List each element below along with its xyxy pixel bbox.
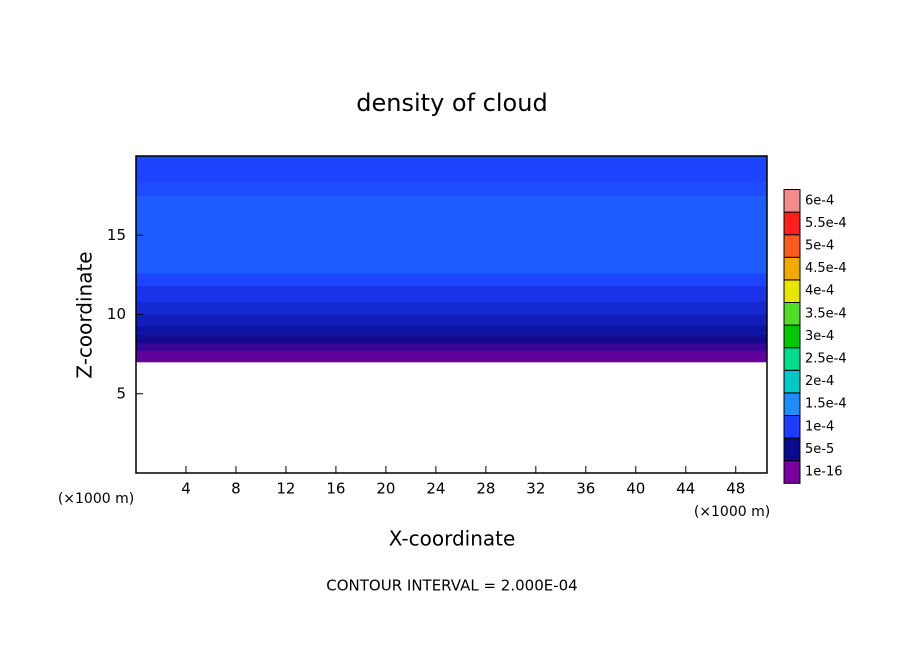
colorbar-label: 1.5e-4 <box>805 397 847 412</box>
colorbar-box <box>783 211 801 236</box>
colorbar-box <box>783 460 801 484</box>
footer: CONTOUR INTERVAL = 2.000E-04 <box>326 577 577 595</box>
contour-band <box>135 195 768 274</box>
x-tick-label: 44 <box>676 480 695 498</box>
x-tick-label: 40 <box>626 480 645 498</box>
colorbar-label: 3.5e-4 <box>805 306 847 321</box>
y-tick-label: 15 <box>107 226 126 244</box>
colorbar-box <box>783 256 801 281</box>
contour-band <box>135 350 768 363</box>
colorbar-box <box>783 347 801 371</box>
x-unit: (×1000 m) <box>58 491 134 507</box>
x-tick-label: 36 <box>576 480 595 498</box>
y-tick-label: 10 <box>107 305 126 323</box>
colorbar-label: 4.5e-4 <box>805 261 847 276</box>
colorbar-label: 5e-4 <box>805 239 834 254</box>
contour-band <box>135 301 768 315</box>
colorbar-label: 3e-4 <box>805 329 834 344</box>
y-axis-label: Z-coordinate <box>73 251 97 378</box>
x-tick-label: 16 <box>326 480 345 498</box>
colorbar-label: 5e-5 <box>805 442 834 457</box>
colorbar-box <box>783 437 801 462</box>
colorbar-box <box>783 415 801 439</box>
x-tick-label: 48 <box>726 480 745 498</box>
colorbar-label: 4e-4 <box>805 284 834 299</box>
x-tick-label: 32 <box>526 480 545 498</box>
contour-band <box>135 314 768 326</box>
colorbar-box <box>783 279 801 303</box>
x-axis-label: X-coordinate <box>389 527 516 551</box>
contour-band <box>135 285 768 303</box>
x-tick-label: 12 <box>276 480 295 498</box>
contour-band <box>135 334 768 344</box>
x-tick-label: 20 <box>376 480 395 498</box>
x-tick-label: 8 <box>231 480 241 498</box>
colorbar-box <box>783 302 801 326</box>
colorbar-label: 1e-4 <box>805 419 834 434</box>
chart-title: density of cloud <box>356 89 547 117</box>
x-tick-label: 24 <box>426 480 445 498</box>
contour-band <box>135 325 768 336</box>
colorbar-label: 2.5e-4 <box>805 352 847 367</box>
colorbar-label: 2e-4 <box>805 374 834 389</box>
colorbar-box <box>783 392 801 416</box>
contour-band <box>135 155 768 182</box>
x-tick-label: 4 <box>181 480 191 498</box>
contour-band <box>135 181 768 196</box>
x-tick-label: 28 <box>476 480 495 498</box>
colorbar-box <box>783 324 801 349</box>
colorbar-box <box>783 369 801 394</box>
x-unit: (×1000 m) <box>694 504 770 520</box>
contour-band <box>135 273 768 287</box>
contour-band <box>135 342 768 352</box>
y-tick-label: 5 <box>116 384 126 402</box>
colorbar-box <box>783 234 801 258</box>
colorbar-label: 6e-4 <box>805 193 834 208</box>
colorbar-label: 1e-16 <box>805 465 843 480</box>
colorbar-label: 5.5e-4 <box>805 216 847 231</box>
colorbar-box <box>783 189 801 213</box>
